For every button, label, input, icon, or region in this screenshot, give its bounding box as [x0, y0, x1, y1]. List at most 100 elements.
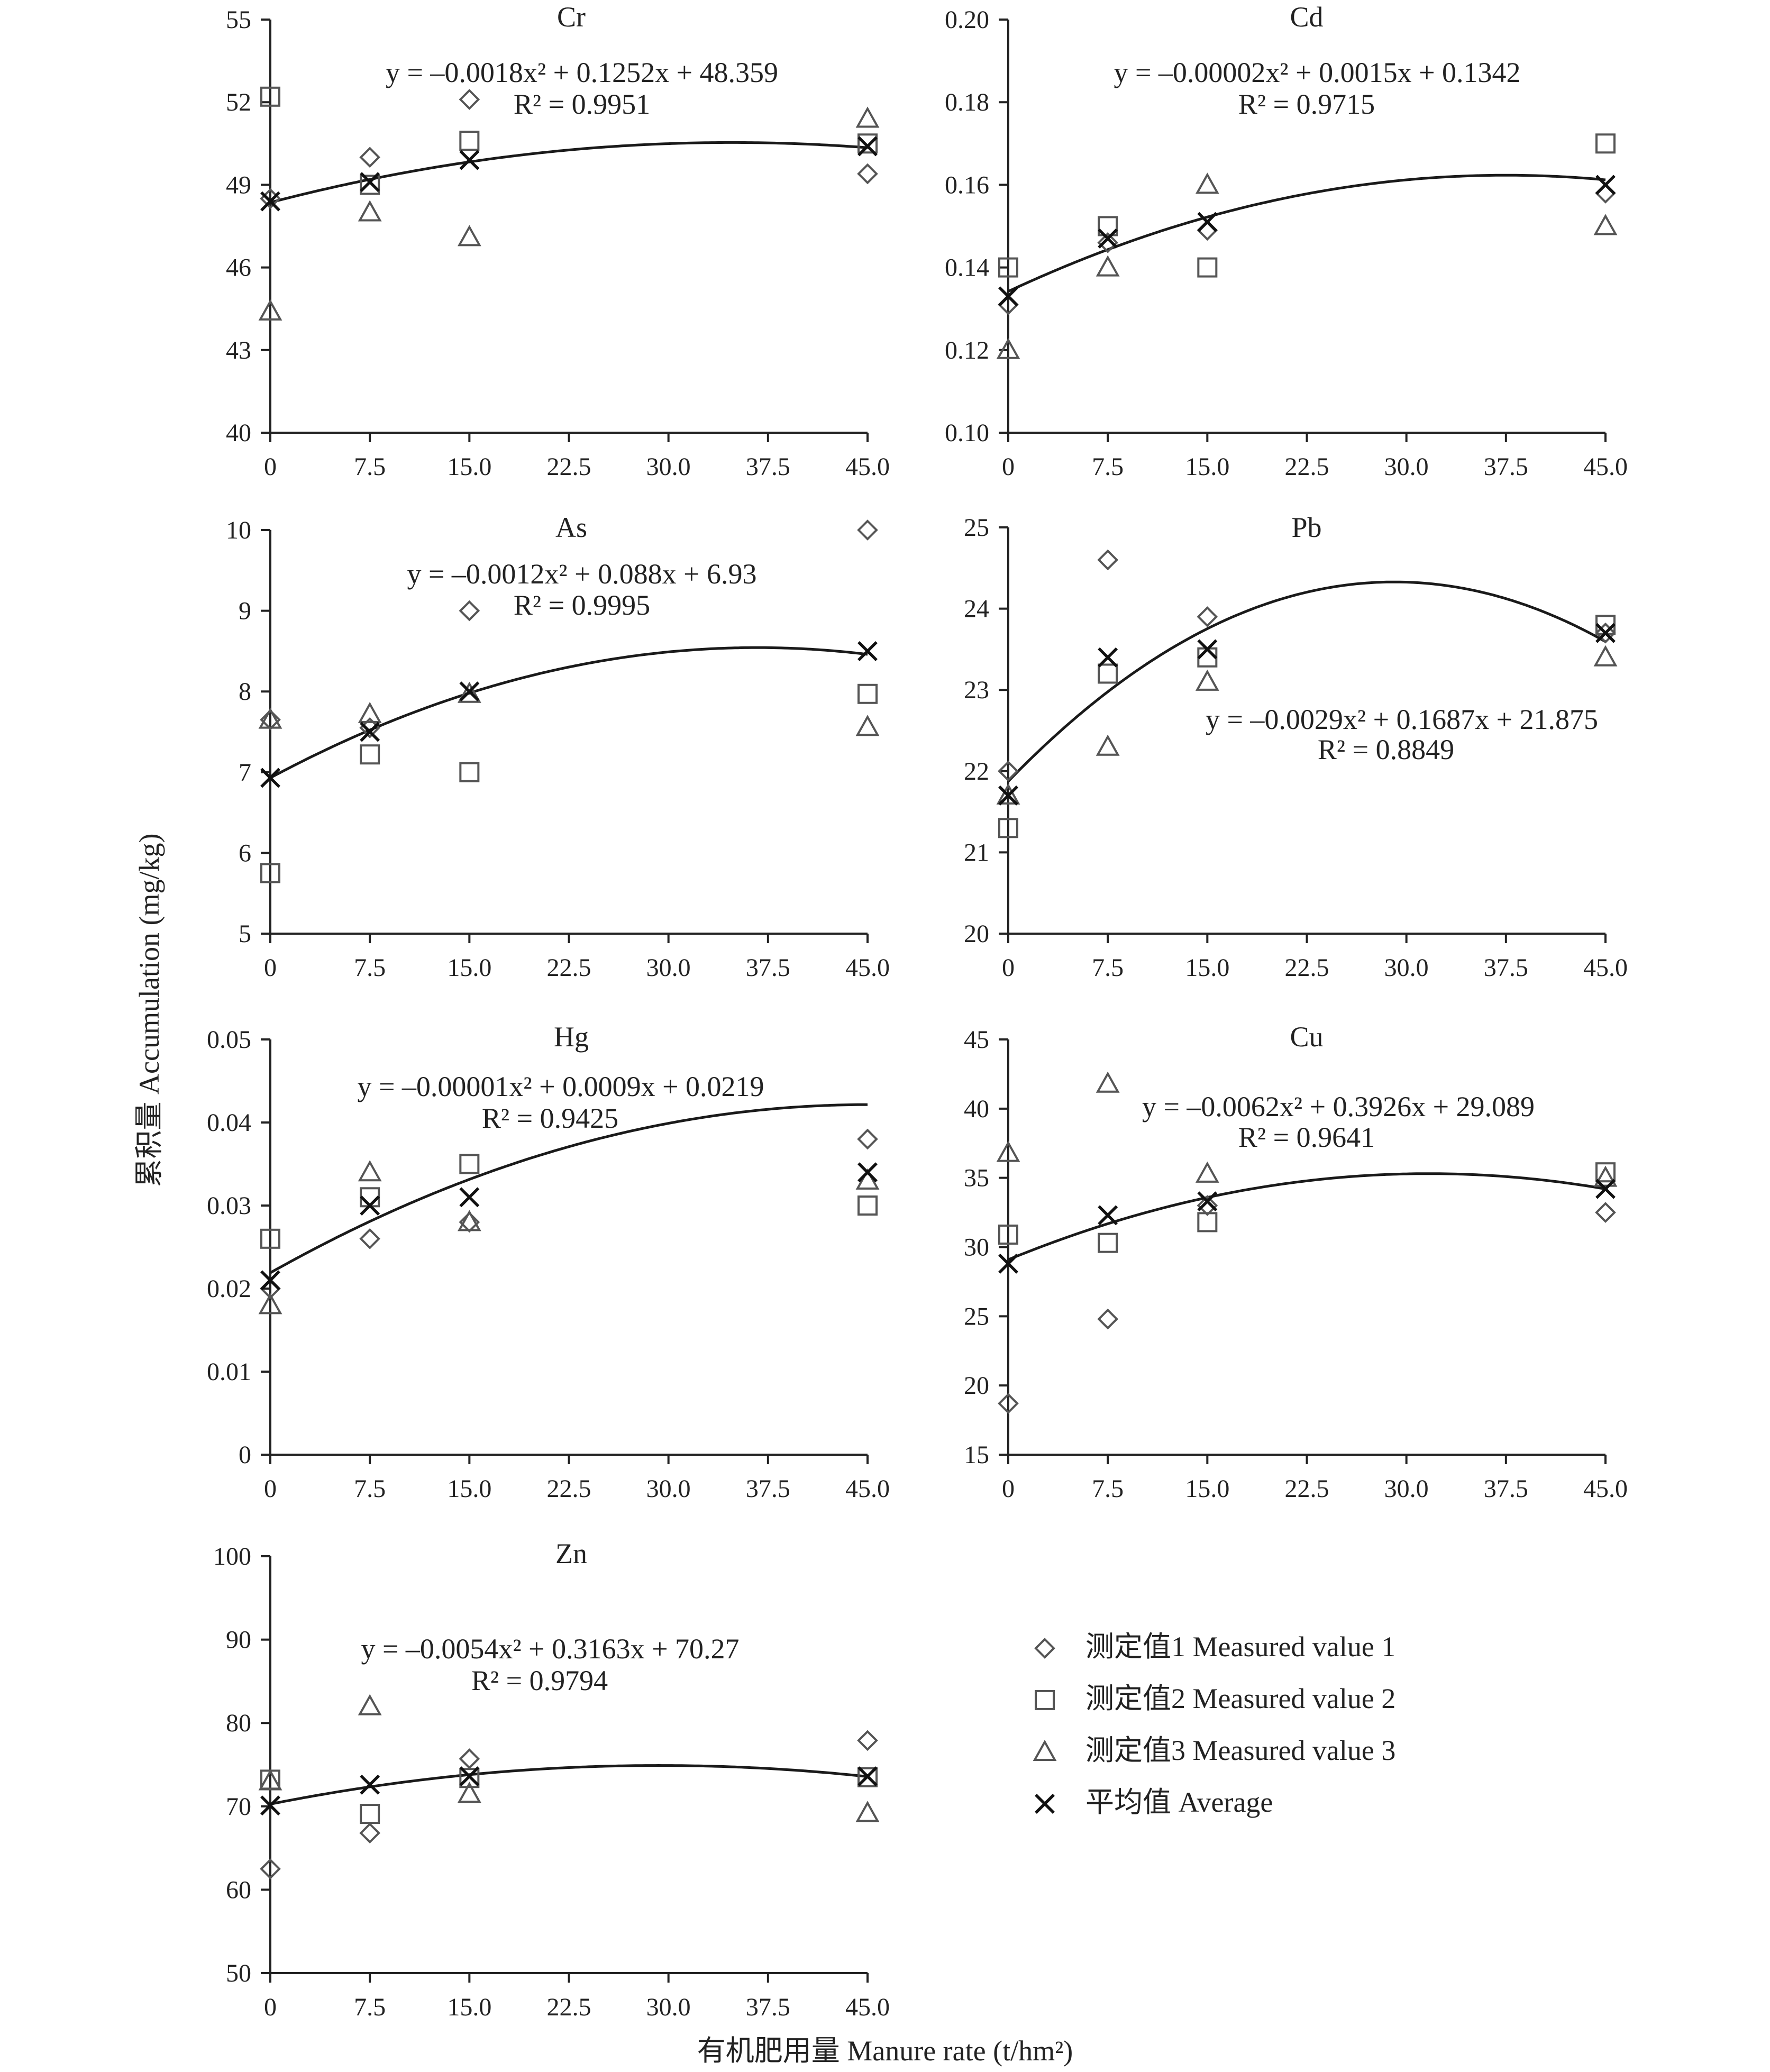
fit-equation: y = –0.0018x² + 0.1252x + 48.359: [386, 57, 778, 88]
y-tick-label: 40: [964, 1095, 989, 1123]
y-tick-label: 45: [964, 1026, 989, 1054]
panel-zn: 50 60 70 80 90 100 0 7.5 15.0 22.5 30.0 37.5 45.0 Zn y…: [213, 1538, 890, 2021]
x-tick-label: 30.0: [646, 1993, 691, 2021]
triangle-marker: [855, 715, 880, 736]
diamond-marker: [1197, 1195, 1218, 1216]
x-tick-label: 15.0: [447, 1475, 491, 1503]
y-tick-label: 0: [239, 1441, 251, 1469]
triangle-marker: [996, 337, 1020, 359]
fit-curve: [269, 1103, 868, 1274]
x-tick-label: 30.0: [646, 453, 691, 481]
square-marker: [1098, 1233, 1118, 1253]
y-tick-label: 0.02: [207, 1275, 251, 1303]
panel-cr: 40 43 46 49 52 55 0 7.5 15.0 22.5 30.0 37.5 45.0 Cr y …: [226, 1, 890, 481]
x-tick-label: 15.0: [1185, 1475, 1229, 1503]
x-tick-label: 7.5: [354, 453, 386, 481]
x-tick-label: 45.0: [845, 1993, 890, 2021]
panel-as: 5 6 7 8 9 10 0 7.5 15.0 22.5 30.0 37.5 45.0 As y = –0.…: [226, 512, 890, 982]
legend-label: 测定值2 Measured value 2: [1085, 1683, 1395, 1714]
y-tick-label: 0.05: [207, 1026, 251, 1054]
triangle-marker: [1096, 1071, 1120, 1093]
y-tick-label: 5: [239, 920, 251, 948]
y-tick-label: 10: [226, 516, 251, 544]
cross-marker: [857, 1766, 878, 1787]
diamond-marker: [1197, 606, 1218, 627]
cross-marker: [260, 768, 280, 788]
x-tick-label: 22.5: [1285, 1475, 1329, 1503]
fit-r2: R² = 0.9715: [1238, 88, 1375, 120]
fit-r2: R² = 0.8849: [1318, 734, 1454, 765]
legend: 测定值1 Measured value 1 测定值2 Measured valu…: [1033, 1631, 1395, 1818]
x-axis-title: 有机肥用量 Manure rate (t/hm²): [697, 2035, 1073, 2067]
y-tick-label: 0.01: [207, 1358, 251, 1386]
fit-curve: [270, 141, 868, 204]
y-tick-label: 0.12: [945, 336, 989, 364]
panel-title: Cr: [557, 1, 586, 33]
y-tick-label: 0.16: [945, 171, 989, 199]
fit-equation: y = –0.0054x² + 0.3163x + 70.27: [361, 1633, 739, 1665]
x-tick-label: 37.5: [746, 954, 790, 982]
triangle-marker: [1195, 669, 1219, 691]
cross-marker: [1595, 1179, 1616, 1199]
x-tick-label: 22.5: [547, 1475, 591, 1503]
y-tick-label: 25: [964, 1302, 989, 1330]
triangle-marker: [457, 1210, 481, 1231]
cross-marker: [1098, 228, 1118, 249]
triangle-marker: [855, 106, 880, 128]
x-tick-label: 30.0: [646, 954, 691, 982]
y-tick-label: 24: [964, 595, 989, 623]
y-tick-label: 23: [964, 676, 989, 704]
fit-curve: [1007, 174, 1606, 293]
square-marker: [998, 257, 1018, 278]
diamond-marker: [857, 1730, 878, 1751]
triangle-marker: [457, 1782, 481, 1803]
y-tick-label: 21: [964, 838, 989, 866]
panel-hg: 0 0.01 0.02 0.03 0.04 0.05 0 7.5 15.0 22.5 30.0 37.…: [207, 1021, 890, 1503]
x-tick-label: 15.0: [1185, 954, 1229, 982]
cross-marker: [459, 1766, 480, 1787]
square-marker: [1595, 1162, 1616, 1183]
triangle-marker: [358, 701, 382, 723]
square-marker: [459, 762, 480, 782]
y-tick-label: 43: [226, 336, 251, 364]
square-marker: [459, 1154, 480, 1174]
triangle-marker: [358, 200, 382, 222]
fit-r2: R² = 0.9641: [1238, 1121, 1375, 1153]
x-tick-label: 45.0: [1583, 954, 1628, 982]
y-tick-label: 35: [964, 1164, 989, 1192]
x-tick-label: 45.0: [1583, 1475, 1628, 1503]
x-tick-label: 37.5: [1484, 954, 1528, 982]
x-tick-label: 22.5: [547, 453, 591, 481]
square-marker: [459, 131, 480, 151]
cross-marker: [1197, 1191, 1218, 1212]
y-tick-label: 0.18: [945, 88, 989, 116]
diamond-marker: [857, 163, 878, 185]
diamond-marker: [459, 600, 480, 622]
x-tick-label: 15.0: [447, 954, 491, 982]
triangle-marker: [1593, 1165, 1618, 1187]
x-tick-label: 7.5: [354, 1993, 386, 2021]
triangle-marker: [258, 1769, 282, 1791]
x-tick-label: 7.5: [354, 1475, 386, 1503]
fit-equation: y = –0.0062x² + 0.3926x + 29.089: [1142, 1091, 1535, 1122]
x-tick-label: 7.5: [1092, 954, 1124, 982]
x-tick-label: 30.0: [1384, 1475, 1429, 1503]
y-tick-label: 40: [226, 419, 251, 447]
panel-title: Cd: [1290, 1, 1323, 33]
cross-marker: [1197, 212, 1218, 232]
diamond-marker: [998, 760, 1019, 782]
diamond-marker: [1097, 549, 1118, 571]
square-marker: [260, 863, 280, 883]
square-marker: [260, 86, 280, 107]
cross-marker: [1197, 639, 1218, 660]
square-marker: [998, 818, 1018, 838]
diamond-marker: [998, 1393, 1019, 1414]
y-tick-label: 8: [239, 678, 251, 706]
square-marker: [360, 175, 380, 195]
triangle-marker: [258, 299, 282, 321]
fit-curve: [270, 1764, 868, 1805]
x-tick-label: 22.5: [1285, 453, 1329, 481]
fit-curve: [1007, 580, 1607, 782]
x-tick-label: 37.5: [746, 1475, 790, 1503]
square-marker: [360, 1803, 380, 1824]
